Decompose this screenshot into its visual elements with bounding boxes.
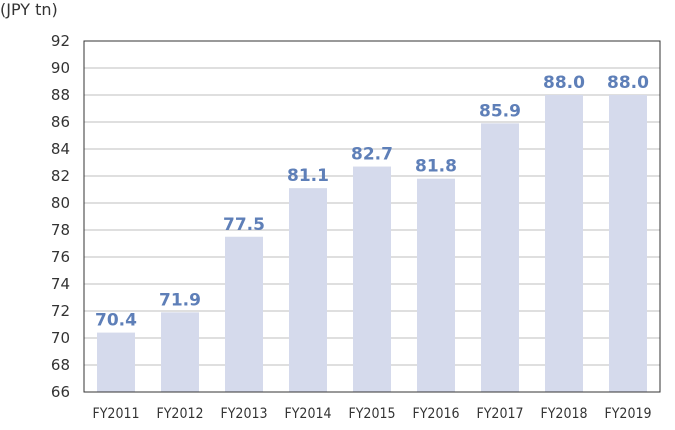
data-label: 88.0 [607,73,649,93]
data-label: 77.5 [223,215,265,235]
y-tick-label: 68 [51,356,70,374]
y-tick-label: 74 [51,275,70,293]
x-tick-label: FY2018 [541,406,588,422]
bar [609,95,647,392]
x-tick-label: FY2015 [349,406,396,422]
x-tick-label: FY2011 [93,406,140,422]
y-tick-label: 86 [51,113,70,131]
y-tick-label: 70 [51,329,70,347]
data-label: 71.9 [159,290,201,310]
y-tick-label: 76 [51,248,70,266]
data-label: 88.0 [543,73,585,93]
bar [545,95,583,392]
bar [225,236,263,392]
data-label: 85.9 [479,101,521,121]
bar [289,188,327,392]
bar [481,123,519,392]
bar [353,166,391,392]
bar [97,332,135,392]
x-tick-label: FY2014 [285,406,332,422]
data-label: 70.4 [95,311,137,331]
y-tick-label: 84 [51,140,70,158]
y-tick-label: 90 [51,59,70,77]
y-tick-label: 82 [51,167,70,185]
y-axis-unit-label: (JPY tn) [0,0,58,19]
x-tick-label: FY2017 [477,406,524,422]
y-tick-label: 78 [51,221,70,239]
y-tick-label: 92 [51,32,70,50]
bar [161,312,199,392]
y-tick-label: 80 [51,194,70,212]
data-label: 82.7 [351,145,393,165]
y-tick-label: 88 [51,86,70,104]
x-tick-label: FY2019 [605,406,652,422]
y-tick-label: 66 [51,383,70,401]
data-label: 81.8 [415,157,457,177]
bar [417,178,455,392]
data-label: 81.1 [287,166,329,186]
x-tick-label: FY2016 [413,406,460,422]
x-tick-label: FY2012 [157,406,204,422]
y-tick-label: 72 [51,302,70,320]
x-tick-label: FY2013 [221,406,268,422]
